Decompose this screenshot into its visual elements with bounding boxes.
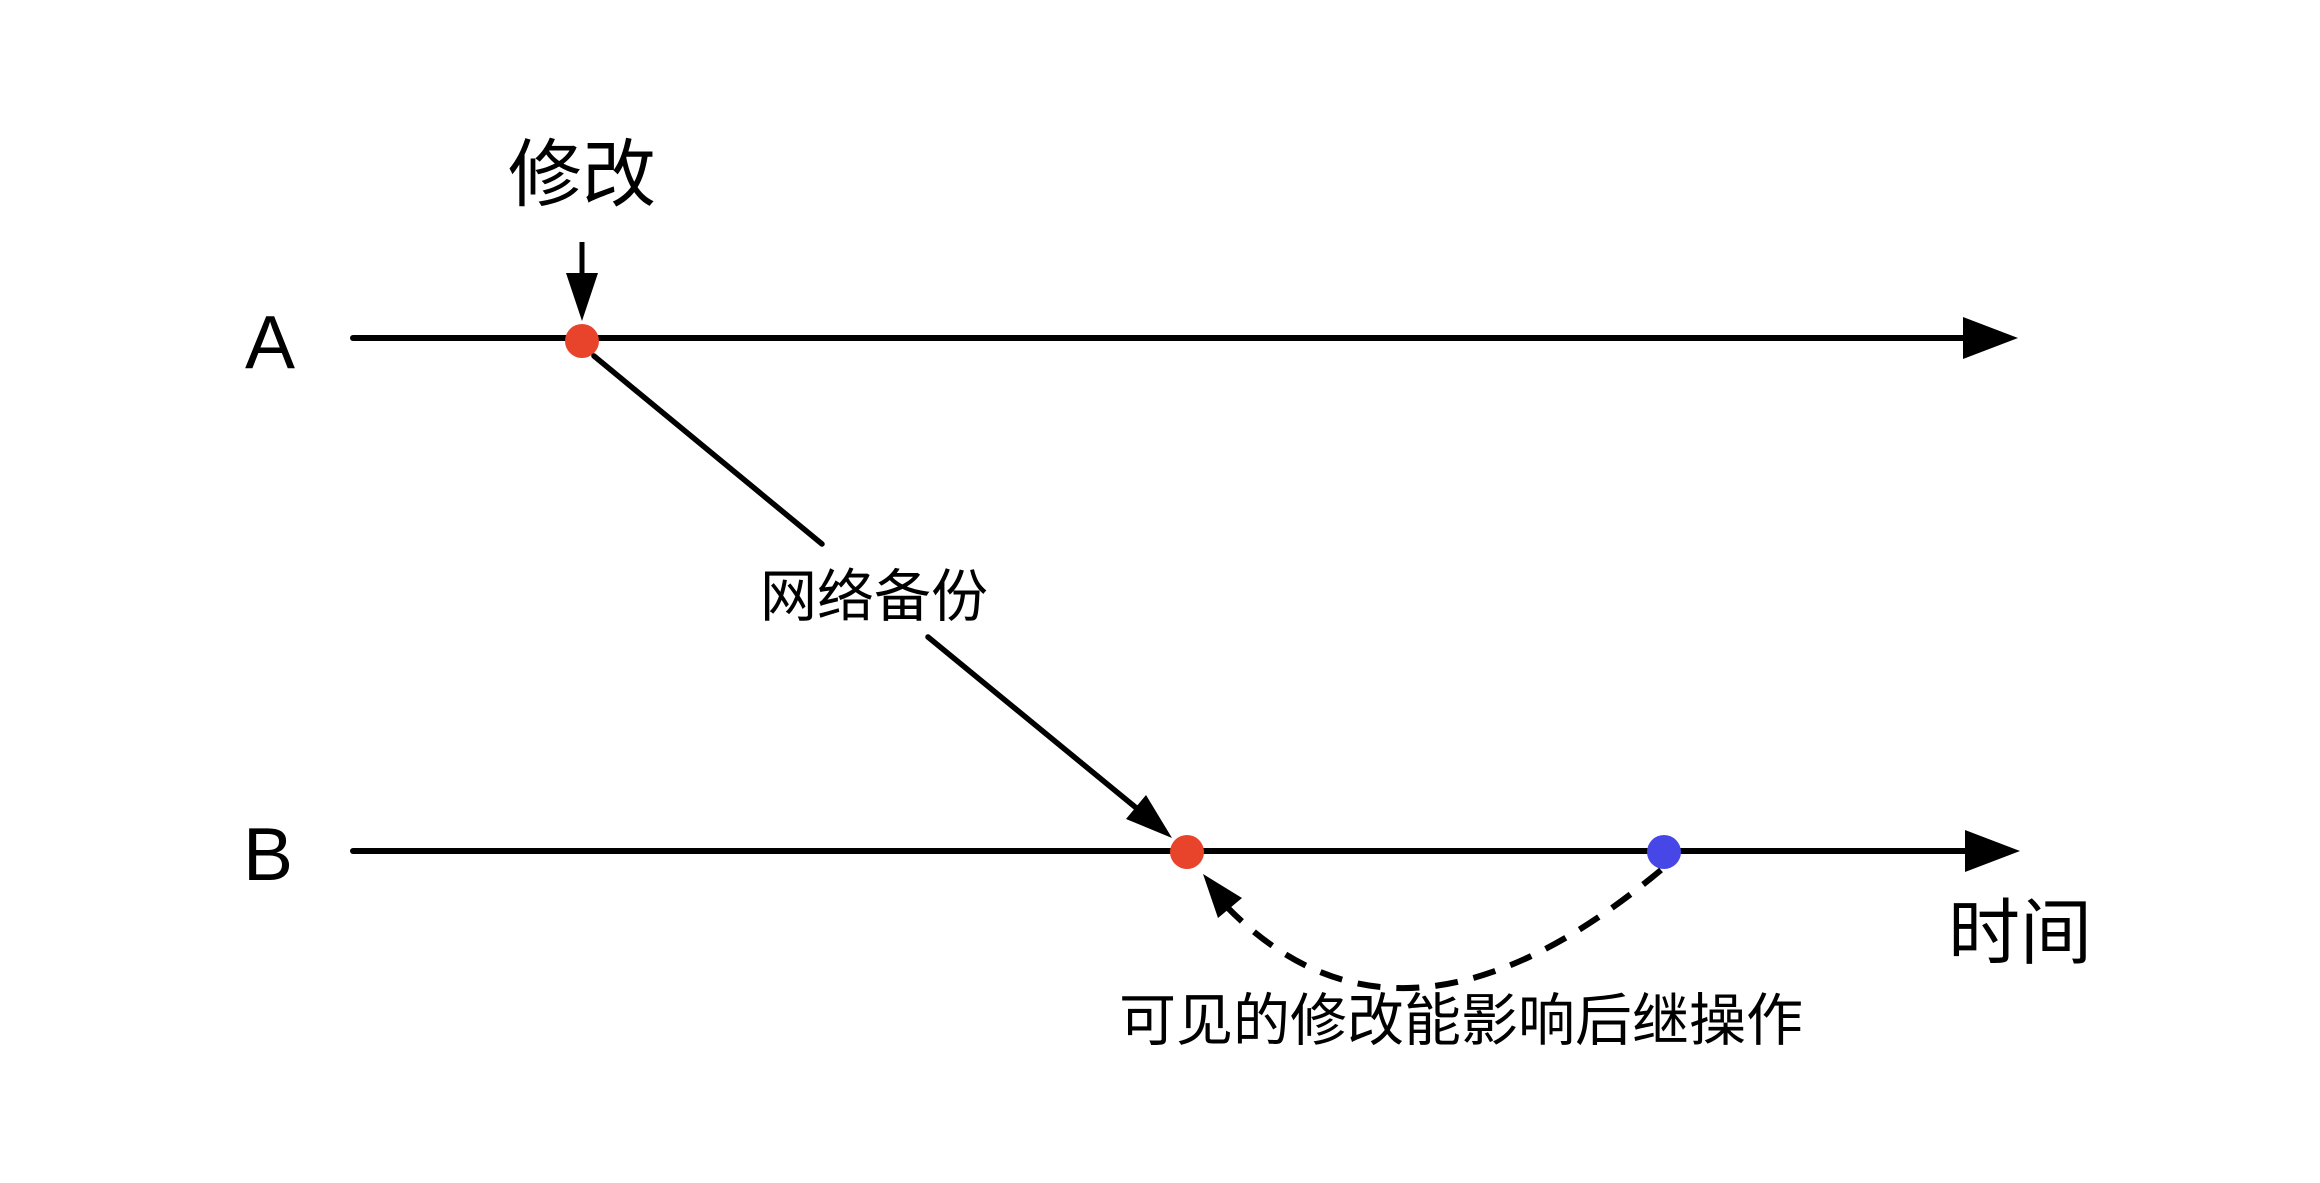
modify-annotation: 修改 bbox=[508, 133, 656, 358]
backup-edge-segment-1 bbox=[591, 353, 825, 547]
later-operation-dot-b bbox=[1647, 835, 1681, 869]
process-a-arrowhead-icon bbox=[1963, 317, 2018, 359]
process-b-arrowhead-icon bbox=[1965, 830, 2020, 872]
replicated-event-dot-b bbox=[1170, 835, 1204, 869]
time-axis-label: 时间 bbox=[1948, 894, 2092, 974]
feedback-arc: 可见的修改能影响后继操作 bbox=[1119, 867, 1803, 1053]
process-b-label: B bbox=[243, 812, 293, 896]
modify-label: 修改 bbox=[508, 133, 656, 216]
feedback-label: 可见的修改能影响后继操作 bbox=[1119, 989, 1803, 1053]
modify-event-dot-a bbox=[565, 324, 599, 358]
modify-arrowhead-icon bbox=[566, 273, 598, 321]
process-a-label: A bbox=[245, 300, 295, 384]
backup-arrowhead-icon bbox=[1126, 795, 1172, 838]
network-backup-edge: 网络备份 bbox=[591, 353, 1172, 838]
backup-edge-segment-2 bbox=[925, 634, 1143, 814]
feedback-arrowhead-icon bbox=[1203, 874, 1242, 918]
process-b-row: B bbox=[243, 812, 2020, 896]
backup-label: 网络备份 bbox=[760, 565, 988, 629]
process-a-row: A bbox=[245, 300, 2018, 384]
feedback-arc-path bbox=[1224, 867, 1663, 992]
